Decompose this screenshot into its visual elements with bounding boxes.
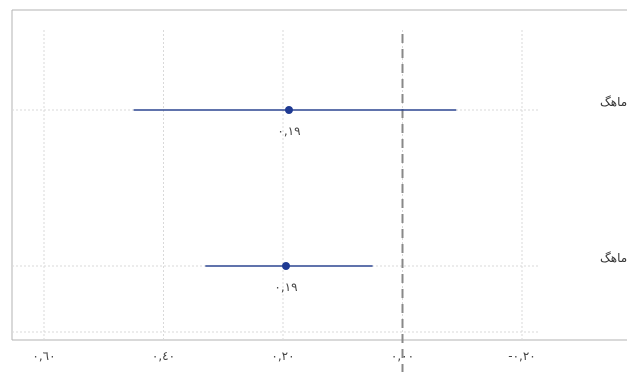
x-tick-label: ۰,٤۰ (152, 349, 175, 363)
point-estimate (281, 262, 290, 270)
row-labels: ۱۲ ماهگ ٦ ماهگ (600, 95, 627, 265)
horizontal-gridlines (12, 109, 540, 333)
estimate-value-label: ۰,۱۹ (277, 124, 300, 138)
row-label: ٦ ماهگ (600, 251, 627, 265)
estimate-value-label: ۰,۱۹ (274, 280, 297, 294)
x-axis-ticks: -۰,۲۰ ۰,۰۰ ۰,۲۰ ۰,٤۰ ۰,٦۰ (32, 349, 535, 363)
estimates: ۰,۱۹ ۰,۱۹ (133, 106, 457, 294)
point-estimate (284, 106, 293, 114)
plot-frame (11, 9, 627, 341)
x-tick-label: ۰,۰۰ (391, 349, 414, 363)
x-tick-label: ۰,٦۰ (32, 349, 55, 363)
x-tick-label: -۰,۲۰ (508, 349, 535, 363)
row-label: ۱۲ ماهگ (600, 95, 627, 109)
x-tick-label: ۰,۲۰ (271, 349, 294, 363)
